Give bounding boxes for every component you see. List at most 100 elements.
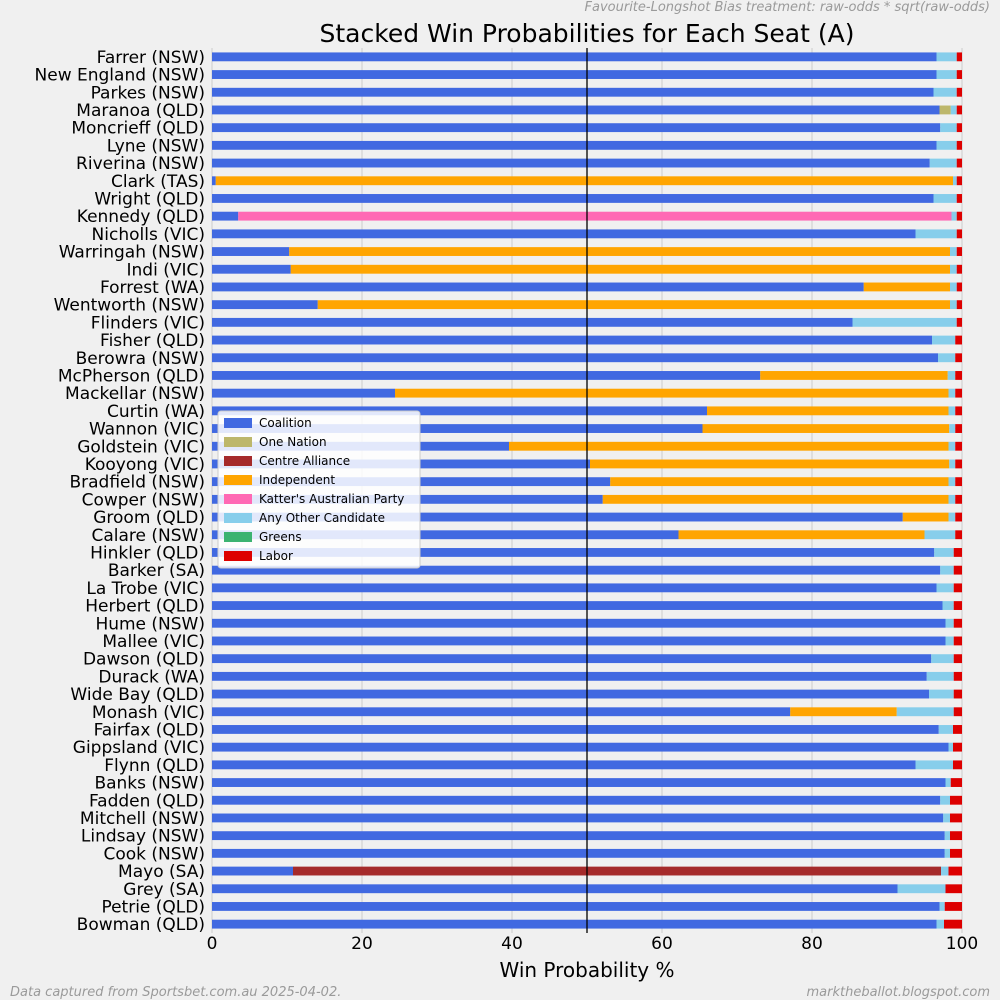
bar-segment-one-nation: [939, 105, 951, 115]
legend-box: [217, 410, 421, 569]
bar-segment-coalition: [212, 583, 937, 593]
bar-segment-any-other-candidate: [950, 282, 957, 292]
y-tick-label: Fairfax (QLD): [94, 720, 205, 740]
bar-segment-coalition: [212, 87, 934, 97]
bar-segment-labor: [953, 654, 962, 664]
x-tick-label: 20: [351, 934, 373, 954]
bar-segment-labor: [956, 300, 962, 310]
bar-segment-coalition: [212, 424, 703, 433]
legend-label: Labor: [259, 549, 293, 563]
y-tick-label: Herbert (QLD): [85, 597, 205, 617]
bar-segment-labor: [945, 884, 962, 894]
bar-segment-independent: [702, 424, 950, 433]
y-tick-label: Goldstein (VIC): [77, 437, 205, 457]
bar-segment-labor: [955, 530, 962, 540]
bar-segment-any-other-candidate: [936, 70, 957, 79]
bar-segment-labor: [956, 176, 962, 186]
bar-segment-coalition: [212, 335, 932, 345]
bar-segment-any-other-candidate: [950, 300, 957, 310]
y-tick-label: Lyne (NSW): [107, 136, 205, 156]
x-axis-ticks: 0 20 40 60 80 100: [207, 934, 979, 954]
y-tick-label: Indi (VIC): [127, 260, 205, 280]
y-tick-label: Hinkler (QLD): [90, 543, 205, 563]
bar-segment-any-other-candidate: [948, 406, 956, 416]
bar-segment-any-other-candidate: [938, 725, 953, 734]
bar-segment-any-other-candidate: [944, 831, 950, 841]
legend-label: Centre Alliance: [259, 454, 350, 468]
bar-segment-coalition: [212, 760, 916, 770]
bar-segment-labor: [955, 459, 962, 469]
bar-segment-labor: [950, 795, 962, 805]
legend: Coalition One Nation Centre Alliance Indepe…: [217, 410, 421, 569]
y-tick-label: Flinders (VIC): [91, 313, 205, 333]
bar-segment-labor: [953, 760, 962, 770]
bar-segment-any-other-candidate: [948, 388, 956, 398]
bar-segment-any-other-candidate: [924, 530, 956, 540]
bar-segment-labor: [955, 441, 962, 451]
y-tick-label: Fadden (QLD): [89, 791, 205, 811]
bar-segment-any-other-candidate: [933, 194, 957, 203]
bar-segment-labor: [955, 353, 962, 363]
bar-segment-independent: [790, 707, 897, 717]
bar-segment-coalition: [212, 636, 946, 646]
bar-segment-any-other-candidate: [938, 353, 956, 363]
bar-segment-coalition: [212, 52, 937, 62]
legend-swatch: [224, 532, 252, 542]
bar-segment-labor: [950, 831, 962, 841]
bar-segment-any-other-candidate: [948, 512, 956, 522]
bar-segment-any-other-candidate: [897, 884, 946, 894]
bar-segment-labor: [953, 565, 962, 575]
bar-segment-coalition: [212, 671, 927, 681]
y-tick-label: Wright (QLD): [94, 189, 205, 209]
bar-segment-labor: [956, 247, 962, 256]
bar-segment-labor: [956, 211, 962, 221]
chart-title: Stacked Win Probabilities for Each Seat …: [320, 19, 855, 48]
bar-segment-labor: [953, 671, 962, 681]
bar-segment-any-other-candidate: [936, 583, 954, 593]
bar-segment-labor: [956, 140, 962, 150]
bar-segment-labor: [953, 707, 962, 717]
bar-segment-coalition: [212, 176, 216, 186]
bar-segment-any-other-candidate: [929, 689, 954, 699]
y-tick-label: Cook (NSW): [103, 844, 205, 864]
bar-segment-independent: [509, 441, 949, 451]
bar-segment-any-other-candidate: [852, 317, 957, 327]
bar-segment-coalition: [212, 813, 944, 823]
bar-segment-any-other-candidate: [950, 264, 957, 274]
x-axis-label: Win Probability %: [499, 958, 674, 982]
bar-segment-labor: [956, 282, 962, 292]
bar-segment-any-other-candidate: [931, 654, 954, 664]
y-tick-label: Bowman (QLD): [77, 915, 205, 935]
bar-segment-coalition: [212, 848, 945, 858]
top-note: Favourite-Longshot Bias treatment: raw-o…: [585, 0, 990, 15]
y-tick-label: Wannon (VIC): [89, 420, 205, 440]
bar-segment-any-other-candidate: [948, 494, 956, 504]
y-tick-label: Parkes (NSW): [91, 83, 205, 103]
legend-label: Katter's Australian Party: [259, 492, 404, 506]
bar-segment-labor: [953, 601, 962, 610]
bar-segment-labor: [953, 725, 962, 734]
bar-segment-coalition: [212, 105, 940, 115]
legend-swatch: [224, 513, 252, 523]
bar-segment-independent: [902, 512, 949, 522]
bar-segment-independent: [678, 530, 925, 540]
bar-segment-labor: [955, 494, 962, 504]
bar-segment-any-other-candidate: [941, 866, 949, 876]
bar-segment-any-other-candidate: [926, 671, 954, 681]
bar-segment-independent: [602, 494, 949, 504]
x-tick-label: 0: [207, 934, 218, 954]
bar-segment-any-other-candidate: [939, 902, 945, 911]
bar-segment-coalition: [212, 919, 937, 929]
y-tick-label: Banks (NSW): [94, 774, 205, 794]
bar-segment-labor: [950, 813, 962, 823]
bar-segment-any-other-candidate: [934, 548, 954, 557]
y-tick-label: Nicholls (VIC): [92, 225, 205, 245]
y-tick-label: Moncrieff (QLD): [71, 119, 205, 139]
y-tick-label: Petrie (QLD): [101, 897, 205, 917]
y-tick-label: Curtin (WA): [107, 402, 205, 422]
bar-segment-labor: [953, 689, 962, 699]
bar-segment-coalition: [212, 300, 318, 310]
bar-segment-any-other-candidate: [940, 123, 957, 133]
y-tick-label: Mallee (VIC): [102, 632, 205, 652]
y-tick-label: Monash (VIC): [92, 703, 205, 723]
